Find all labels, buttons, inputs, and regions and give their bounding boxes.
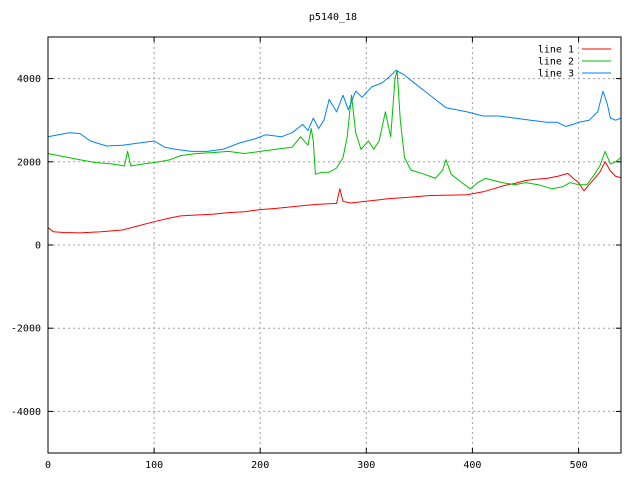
y-tick-label: 0 — [35, 241, 41, 252]
chart-title: p5140_18 — [309, 12, 357, 23]
x-tick-label: 300 — [357, 460, 375, 471]
x-tick-label: 200 — [251, 460, 269, 471]
x-tick-label: 500 — [570, 460, 588, 471]
x-tick-label: 400 — [463, 460, 481, 471]
series-line-2 — [47, 69, 622, 190]
series-line-1 — [47, 161, 622, 234]
legend-label-3: line 3 — [538, 69, 574, 80]
plot-frame — [47, 36, 622, 454]
y-tick-label: 4000 — [17, 74, 41, 85]
y-tick-label: -2000 — [11, 324, 41, 335]
y-tick-label: -4000 — [11, 407, 41, 418]
y-tick-label: 2000 — [17, 157, 41, 168]
series-group — [47, 69, 622, 234]
x-tick-label: 100 — [145, 460, 163, 471]
x-tick-label: 0 — [45, 460, 51, 471]
axis-ticks: 0 100 200 300 400 500 -4000 -2000 0 2000 4000 — [11, 37, 621, 471]
legend-label-2: line 2 — [538, 57, 574, 68]
series-line-3 — [47, 69, 622, 152]
legend-label-1: line 1 — [538, 45, 574, 56]
grid — [48, 37, 621, 453]
